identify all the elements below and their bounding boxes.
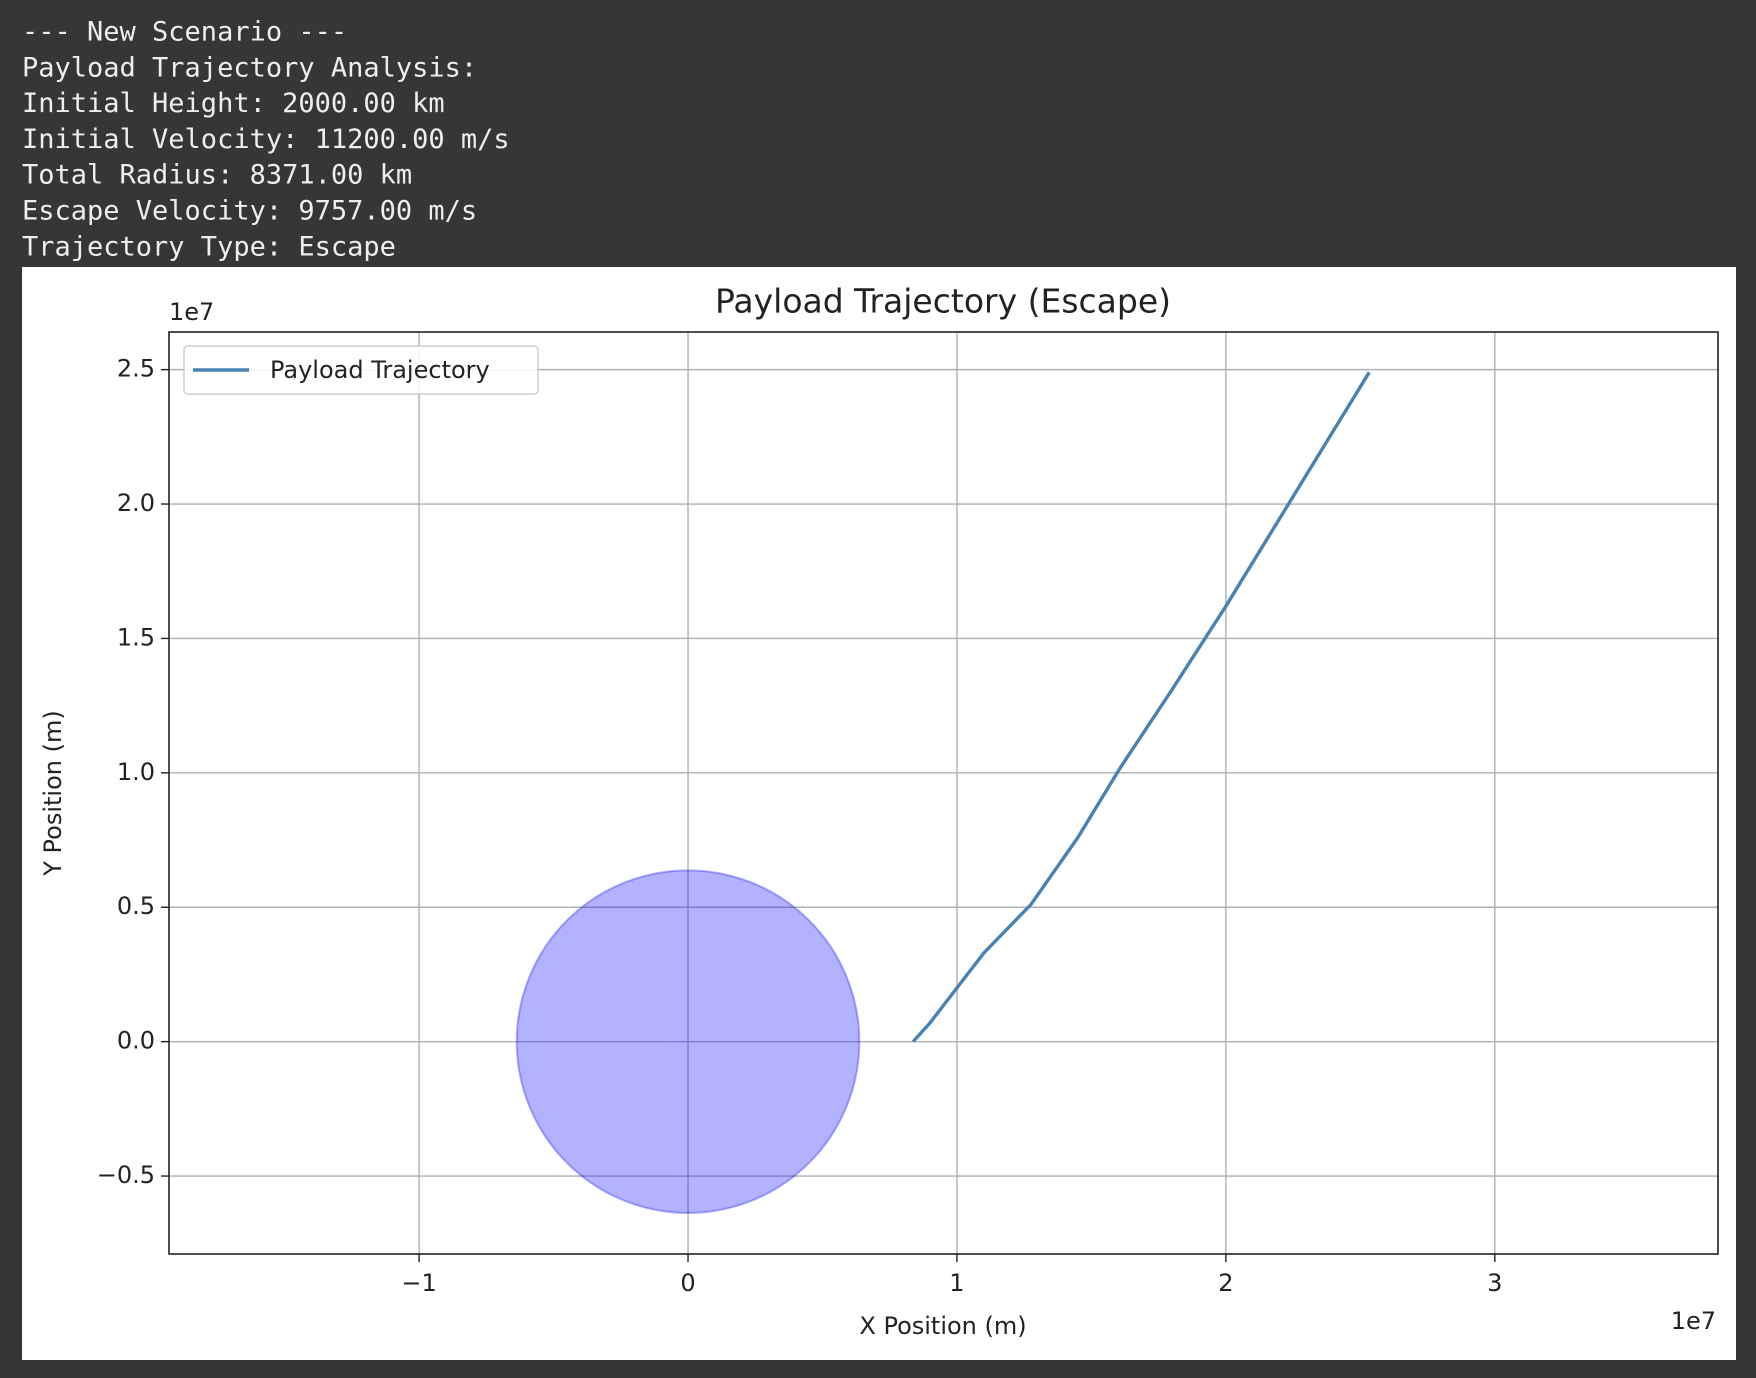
y-axis-label: Y Position (m) (39, 710, 67, 876)
y-tick-label: 1.0 (117, 758, 155, 786)
x-tick-label: 1 (949, 1269, 964, 1297)
planet (515, 869, 861, 1214)
y-tick-label: 2.0 (117, 489, 155, 517)
console-line: --- New Scenario --- (22, 17, 347, 48)
y-tick-label: 0.5 (117, 892, 155, 920)
legend-label: Payload Trajectory (270, 356, 490, 384)
console-line: Total Radius: 8371.00 km (22, 160, 412, 191)
console-line: Initial Height: 2000.00 km (22, 88, 445, 119)
x-tick-label: −1 (401, 1269, 436, 1297)
x-offset-label: 1e7 (1671, 1307, 1716, 1335)
console-line: Trajectory Type: Escape (22, 231, 396, 262)
y-tick-label: 2.5 (117, 355, 155, 383)
y-tick-label: 1.5 (117, 623, 155, 651)
x-tick-label: 3 (1487, 1269, 1502, 1297)
y-offset-label: 1e7 (169, 298, 214, 326)
x-tick-label: 0 (680, 1269, 695, 1297)
x-axis-label: X Position (m) (859, 1312, 1026, 1340)
legend-box (183, 345, 539, 395)
output-panel (22, 267, 1736, 1360)
chart-title: Payload Trajectory (Escape) (715, 282, 1171, 321)
console-line: Initial Velocity: 11200.00 m/s (22, 124, 510, 155)
console-line: Escape Velocity: 9757.00 m/s (22, 196, 477, 227)
y-tick-label: 0.0 (117, 1027, 155, 1055)
plot-frame (168, 331, 1719, 1255)
y-tick-label: −0.5 (97, 1161, 155, 1189)
x-tick-label: 2 (1218, 1269, 1233, 1297)
console-line: Payload Trajectory Analysis: (22, 52, 477, 83)
trajectory-line (911, 371, 1371, 1043)
